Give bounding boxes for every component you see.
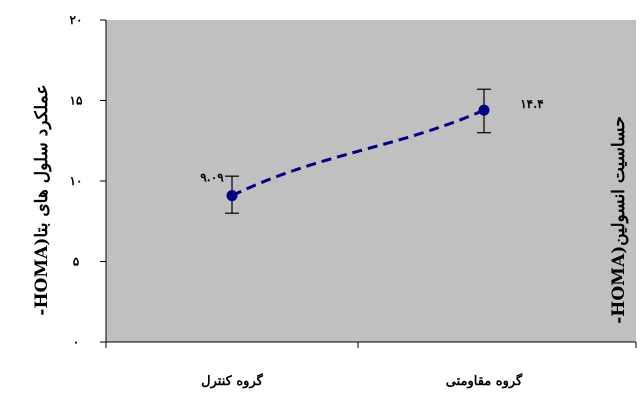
data-point (226, 190, 238, 202)
y-tick-label: ۱۰ (70, 174, 83, 188)
y-tick-label: ۱۵ (70, 94, 83, 108)
y-tick-label: ۵ (73, 255, 80, 269)
data-label: ۱۴.۴ (520, 97, 544, 111)
x-category-label: گروه مقاومتی (446, 372, 523, 389)
data-point (478, 104, 490, 116)
x-categories: گروه کنترل گروه مقاومتی (201, 372, 523, 389)
plot-area (106, 20, 636, 342)
series-line (231, 108, 485, 198)
x-category-label: گروه کنترل (201, 372, 263, 389)
y-axis-label-right: حساسیت انسولین(HOMA- (609, 116, 629, 324)
y-tick-label: ۰ (73, 335, 79, 349)
series-group: ۹.۰۹ ۱۴.۴ (200, 88, 544, 214)
y-ticks: ۰ ۵ ۱۰ ۱۵ ۲۰ (70, 13, 106, 349)
data-label: ۹.۰۹ (200, 171, 224, 185)
y-axis-label-left: عملکرد سلول های بتا(HOMA- (32, 84, 52, 315)
y-tick-label: ۲۰ (70, 13, 83, 27)
